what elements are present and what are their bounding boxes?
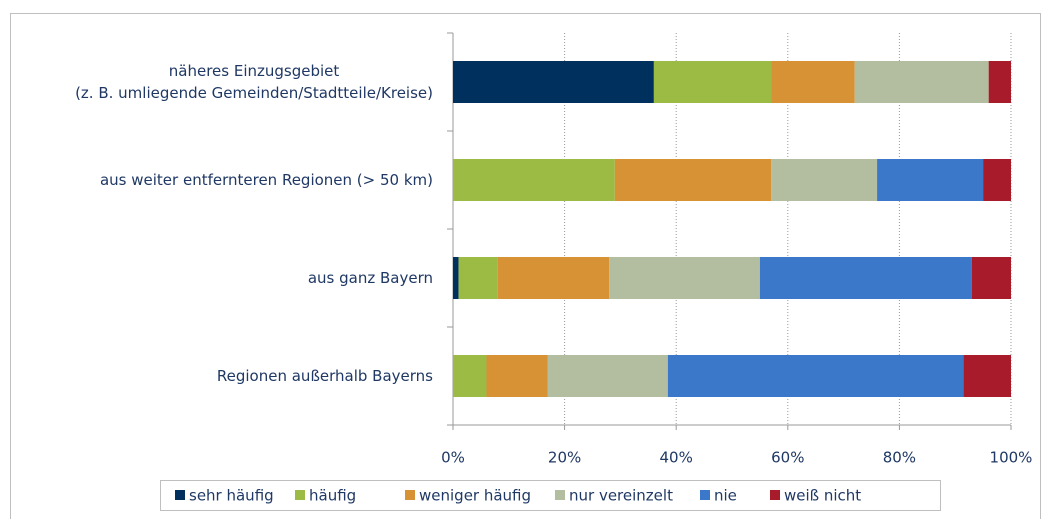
- bar-segment: [963, 355, 1011, 397]
- legend-label: nie: [714, 487, 737, 505]
- legend-swatch: [770, 490, 780, 500]
- legend-label: weniger häufig: [419, 487, 531, 505]
- bar-segment: [497, 257, 610, 299]
- bar-segment: [667, 355, 964, 397]
- x-tick-label: 60%: [771, 449, 804, 467]
- bar-segment: [453, 159, 615, 201]
- bar-segment: [653, 61, 772, 103]
- legend-label: sehr häufig: [189, 487, 274, 505]
- y-tick-label: näheres Einzugsgebiet (z. B. umliegende …: [75, 62, 433, 102]
- legend-swatch: [175, 490, 185, 500]
- legend-swatch: [295, 490, 305, 500]
- bar-segment: [453, 257, 459, 299]
- bar-segment: [453, 355, 487, 397]
- bar-segment: [609, 257, 760, 299]
- bar-segment: [458, 257, 498, 299]
- bar-segment: [877, 159, 984, 201]
- bar-segment: [971, 257, 1011, 299]
- legend-label: weiß nicht: [784, 487, 861, 505]
- legend-label: nur vereinzelt: [569, 487, 673, 505]
- x-tick-label: 20%: [548, 449, 581, 467]
- bar-segment: [771, 159, 878, 201]
- legend-swatch: [700, 490, 710, 500]
- bar-segment: [988, 61, 1011, 103]
- bar-segment: [547, 355, 668, 397]
- x-tick-label: 80%: [883, 449, 916, 467]
- x-tick-label: 40%: [660, 449, 693, 467]
- bar-segment: [983, 159, 1011, 201]
- y-tick-label: aus weiter entfernteren Regionen (> 50 k…: [99, 171, 433, 189]
- y-tick-label: Regionen außerhalb Bayerns: [216, 367, 433, 385]
- bar-segment: [453, 61, 654, 103]
- legend-box: [160, 480, 941, 511]
- bar-segment: [854, 61, 989, 103]
- legend-swatch: [405, 490, 415, 500]
- bar-segment: [614, 159, 772, 201]
- bar-segment: [759, 257, 972, 299]
- legend-swatch: [555, 490, 565, 500]
- bar-segment: [771, 61, 855, 103]
- x-tick-label: 100%: [990, 449, 1033, 467]
- x-tick-label: 0%: [441, 449, 465, 467]
- bar-segment: [486, 355, 548, 397]
- y-tick-label: aus ganz Bayern: [307, 269, 433, 287]
- legend-label: häufig: [309, 487, 356, 505]
